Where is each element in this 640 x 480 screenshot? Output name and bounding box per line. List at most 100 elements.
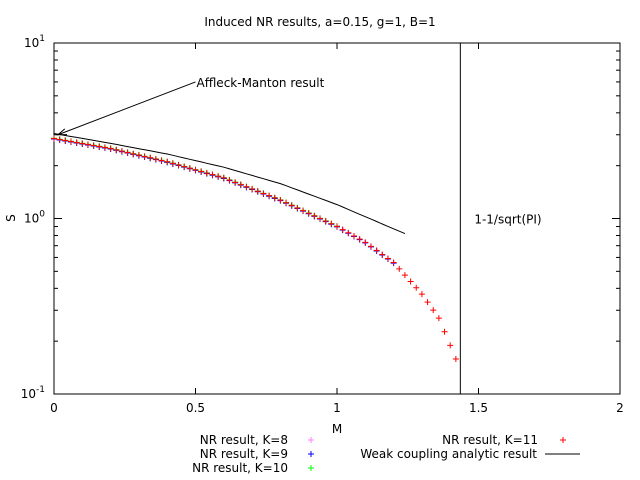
data-point	[84, 141, 91, 148]
data-point	[220, 174, 227, 181]
x-axis: 0 0.5 1 1.5 2	[50, 43, 624, 415]
annotation-arrow	[57, 81, 196, 136]
data-point	[118, 148, 125, 155]
data-point	[175, 162, 182, 169]
data-point	[396, 265, 403, 272]
data-point	[447, 342, 454, 349]
data-point	[237, 181, 244, 188]
legend-item: NR result, K=10	[192, 461, 314, 475]
data-point	[413, 284, 420, 291]
data-point	[135, 152, 142, 159]
y-tick-label: 101	[24, 34, 45, 50]
annotation-arrowhead	[56, 128, 68, 136]
legend-item: NR result, K=11	[442, 433, 566, 447]
data-point	[254, 188, 261, 195]
data-point	[124, 149, 131, 156]
y-axis: 10-1 100 101	[21, 34, 620, 401]
data-point	[300, 207, 307, 214]
data-point	[452, 355, 459, 362]
x-tick-label: 0	[50, 401, 58, 415]
data-point	[384, 255, 391, 262]
data-point	[181, 163, 188, 170]
legend-item: NR result, K=8	[200, 433, 314, 447]
data-point	[367, 243, 374, 250]
series-nr-result-k-9	[51, 136, 397, 267]
data-point	[101, 144, 108, 151]
data-point	[67, 138, 74, 145]
data-point	[373, 247, 380, 254]
x-tick-label: 0.5	[186, 401, 205, 415]
data-point	[147, 154, 154, 161]
data-point	[390, 259, 397, 266]
legend-label: NR result, K=8	[200, 433, 288, 447]
legend-marker	[308, 437, 314, 443]
data-point	[79, 140, 86, 147]
data-point	[232, 179, 239, 186]
data-point	[311, 212, 318, 219]
data-point	[209, 171, 216, 178]
legend-marker	[308, 451, 314, 457]
data-point	[277, 197, 284, 204]
legend-item: Weak coupling analytic result	[360, 447, 580, 461]
data-point	[113, 146, 120, 153]
legend-item: NR result, K=9	[200, 447, 314, 461]
data-point	[73, 139, 80, 146]
data-point	[130, 150, 137, 157]
data-point	[294, 205, 301, 212]
legend-label: NR result, K=10	[192, 461, 288, 475]
data-point	[56, 136, 63, 143]
data-point	[345, 229, 352, 236]
annotation-text: Affleck-Manton result	[197, 76, 325, 90]
legend-label: NR result, K=9	[200, 447, 288, 461]
data-point	[203, 170, 210, 177]
data-point	[283, 199, 290, 206]
data-point	[90, 142, 97, 149]
data-point	[266, 192, 273, 199]
data-point	[322, 218, 329, 225]
data-point	[430, 307, 437, 314]
vertical-line-label: 1-1/sqrt(PI)	[474, 213, 541, 227]
data-point	[271, 194, 278, 201]
data-point	[158, 157, 165, 164]
data-point	[249, 186, 256, 193]
data-point	[62, 137, 69, 144]
legend-label: Weak coupling analytic result	[360, 447, 537, 461]
data-point	[226, 177, 233, 184]
data-point	[152, 156, 159, 163]
data-point	[362, 239, 369, 246]
data-point	[334, 223, 340, 230]
data-point	[198, 168, 205, 175]
legend-marker	[308, 465, 314, 471]
data-point	[215, 173, 222, 180]
data-point	[192, 166, 199, 173]
data-point	[96, 143, 103, 150]
data-point	[418, 291, 425, 298]
y-tick-label: 100	[24, 210, 45, 226]
series-nr-result-k-10	[51, 135, 340, 230]
x-tick-label: 1	[333, 401, 341, 415]
data-point	[288, 202, 295, 209]
chart-title: Induced NR results, a=0.15, g=1, B=1	[204, 15, 435, 29]
legend: NR result, K=8NR result, K=9NR result, K…	[192, 433, 580, 475]
legend-label: NR result, K=11	[442, 433, 538, 447]
x-tick-label: 1.5	[469, 401, 488, 415]
series-nr-result-k-8	[51, 135, 284, 204]
data-point	[164, 158, 171, 165]
data-point	[441, 328, 448, 335]
data-point	[401, 272, 408, 279]
weak-coupling-line	[53, 133, 406, 235]
y-tick-label: 10-1	[21, 385, 45, 401]
data-point	[424, 299, 431, 306]
data-point	[305, 210, 312, 217]
data-point	[186, 165, 193, 172]
data-point	[51, 135, 57, 142]
data-point	[107, 145, 114, 152]
data-point	[141, 153, 148, 160]
y-axis-label: S	[4, 214, 18, 222]
x-axis-label: M	[332, 422, 342, 436]
data-point	[260, 190, 267, 197]
data-point	[435, 315, 442, 322]
data-point	[317, 215, 324, 222]
plot-area	[51, 133, 459, 362]
